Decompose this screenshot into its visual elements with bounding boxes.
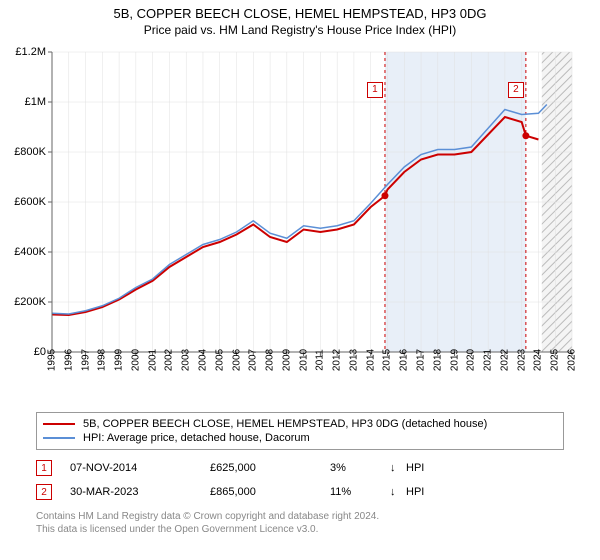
- y-tick-label: £0: [34, 346, 46, 358]
- down-arrow-icon: ↓: [390, 486, 406, 498]
- x-tick-label: 2017: [416, 349, 427, 371]
- x-tick-label: 2010: [298, 349, 309, 371]
- legend-label: 5B, COPPER BEECH CLOSE, HEMEL HEMPSTEAD,…: [83, 418, 487, 430]
- y-tick-label: £400K: [14, 246, 46, 258]
- transaction-table: 1 07-NOV-2014£625,0003%↓HPI 2 30-MAR-2023£8…: [36, 456, 564, 504]
- x-tick-label: 2022: [499, 349, 510, 371]
- x-tick-label: 1999: [114, 349, 125, 371]
- footer-line-1: Contains HM Land Registry data © Crown c…: [36, 510, 379, 523]
- transaction-marker: 1: [36, 460, 52, 476]
- x-tick-label: 2002: [164, 349, 175, 371]
- chart-container: 5B, COPPER BEECH CLOSE, HEMEL HEMPSTEAD,…: [0, 0, 600, 560]
- transaction-suffix: HPI: [406, 462, 446, 474]
- legend-row: 5B, COPPER BEECH CLOSE, HEMEL HEMPSTEAD,…: [43, 417, 557, 431]
- x-tick-label: 1997: [80, 349, 91, 371]
- x-tick-label: 2004: [197, 349, 208, 371]
- legend: 5B, COPPER BEECH CLOSE, HEMEL HEMPSTEAD,…: [36, 412, 564, 450]
- footer-line-2: This data is licensed under the Open Gov…: [36, 523, 379, 536]
- y-tick-label: £1.2M: [15, 46, 46, 58]
- transaction-price: £625,000: [210, 462, 330, 474]
- x-tick-label: 2011: [315, 349, 326, 371]
- legend-swatch: [43, 423, 75, 425]
- legend-label: HPI: Average price, detached house, Daco…: [83, 432, 310, 444]
- x-tick-label: 2021: [483, 349, 494, 371]
- x-tick-label: 2020: [466, 349, 477, 371]
- x-tick-label: 2025: [550, 349, 561, 371]
- transaction-date: 30-MAR-2023: [70, 486, 210, 498]
- x-tick-label: 1995: [47, 349, 58, 371]
- y-tick-label: £1M: [25, 96, 46, 108]
- transaction-pct: 3%: [330, 462, 390, 474]
- legend-swatch: [43, 437, 75, 439]
- chart-marker-2: 2: [508, 82, 524, 98]
- x-tick-label: 2016: [399, 349, 410, 371]
- x-tick-label: 2006: [231, 349, 242, 371]
- x-tick-label: 2014: [365, 349, 376, 371]
- x-tick-label: 2001: [147, 349, 158, 371]
- x-tick-label: 2003: [181, 349, 192, 371]
- transaction-date: 07-NOV-2014: [70, 462, 210, 474]
- x-tick-label: 2007: [248, 349, 259, 371]
- x-tick-label: 2024: [533, 349, 544, 371]
- x-tick-label: 1998: [97, 349, 108, 371]
- x-tick-label: 2023: [516, 349, 527, 371]
- footer-attribution: Contains HM Land Registry data © Crown c…: [36, 510, 379, 536]
- x-tick-label: 2008: [265, 349, 276, 371]
- transaction-price: £865,000: [210, 486, 330, 498]
- transaction-row: 1 07-NOV-2014£625,0003%↓HPI: [36, 456, 564, 480]
- x-tick-label: 1996: [63, 349, 74, 371]
- x-tick-label: 2015: [382, 349, 393, 371]
- transaction-pct: 11%: [330, 486, 390, 498]
- y-tick-label: £800K: [14, 146, 46, 158]
- down-arrow-icon: ↓: [390, 462, 406, 474]
- y-tick-label: £600K: [14, 196, 46, 208]
- x-tick-label: 2005: [214, 349, 225, 371]
- legend-row: HPI: Average price, detached house, Daco…: [43, 431, 557, 445]
- transaction-row: 2 30-MAR-2023£865,00011%↓HPI: [36, 480, 564, 504]
- chart-subtitle: Price paid vs. HM Land Registry's House …: [0, 21, 600, 37]
- x-tick-label: 2013: [348, 349, 359, 371]
- chart-area: £0 £200K £400K £600K £800K £1M £1.2M 1995 1996 1…: [0, 44, 600, 404]
- y-tick-label: £200K: [14, 296, 46, 308]
- x-tick-label: 2026: [567, 349, 578, 371]
- x-tick-label: 2000: [130, 349, 141, 371]
- x-tick-label: 2018: [432, 349, 443, 371]
- chart-marker-1: 1: [367, 82, 383, 98]
- chart-title: 5B, COPPER BEECH CLOSE, HEMEL HEMPSTEAD,…: [0, 0, 600, 21]
- x-tick-label: 2019: [449, 349, 460, 371]
- x-tick-label: 2012: [332, 349, 343, 371]
- transaction-suffix: HPI: [406, 486, 446, 498]
- x-tick-label: 2009: [281, 349, 292, 371]
- transaction-marker: 2: [36, 484, 52, 500]
